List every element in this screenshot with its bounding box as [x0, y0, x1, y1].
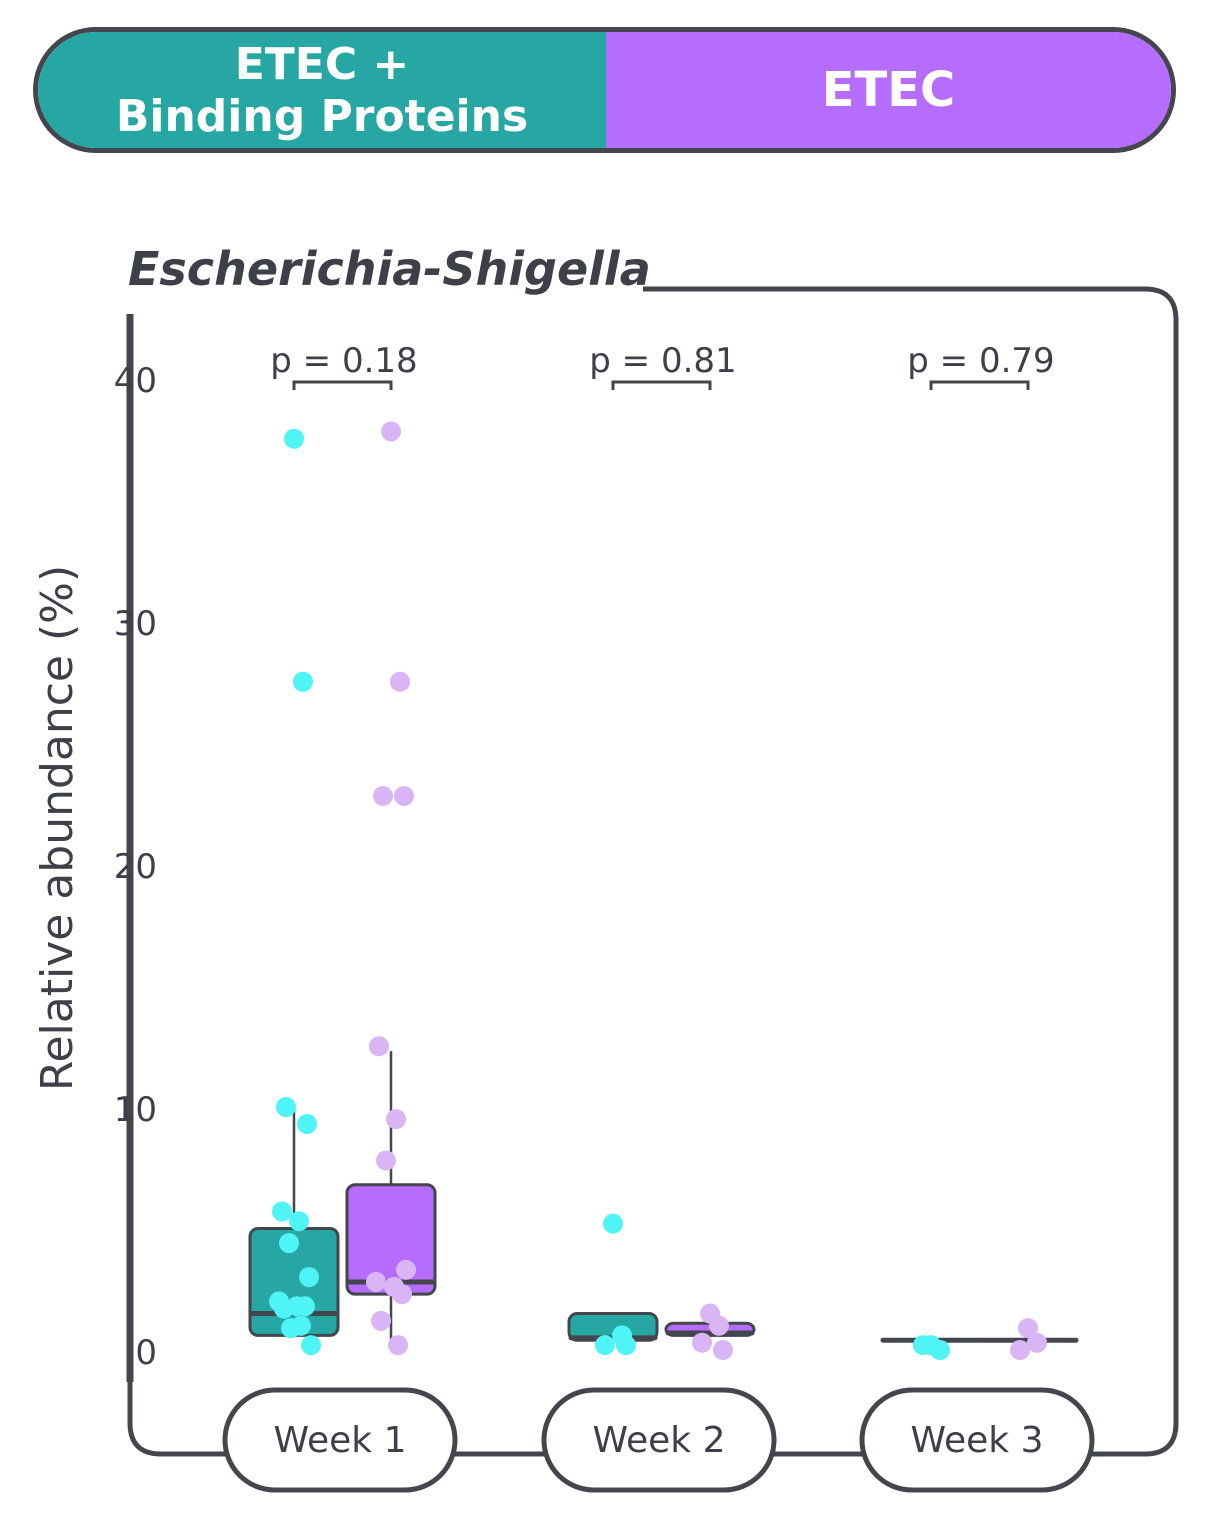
data-point	[297, 1114, 317, 1135]
x-tick-label: Week 3	[911, 1420, 1044, 1461]
data-point	[709, 1315, 729, 1336]
data-point	[713, 1340, 733, 1360]
x-category-pill	[859, 1387, 1095, 1493]
data-point	[392, 1284, 412, 1305]
data-point	[301, 1335, 321, 1356]
data-point	[692, 1332, 712, 1353]
data-point	[373, 785, 393, 806]
legend-label-line-1: ETEC +	[234, 39, 410, 90]
data-point	[386, 1109, 406, 1130]
x-tick-label: Week 2	[593, 1420, 726, 1461]
p-value-label: p = 0.18	[270, 341, 417, 381]
x-category-pill	[222, 1387, 458, 1493]
data-point	[381, 421, 401, 442]
data-point	[295, 1296, 315, 1317]
p-value-bracket	[929, 380, 1030, 390]
p-value-bracket	[292, 380, 393, 390]
data-point	[284, 428, 304, 449]
p-value-annotations: p = 0.18 p = 0.81 p = 0.79	[270, 341, 1055, 390]
data-point	[371, 1310, 391, 1331]
data-points	[269, 421, 1047, 1360]
y-axis-label: Relative abundance (%)	[32, 565, 83, 1091]
legend-item-etec: ETEC	[606, 32, 1171, 148]
y-tick-label: 0	[135, 1333, 157, 1373]
legend-label-line-2: Binding Proteins	[115, 91, 529, 142]
data-point	[388, 1335, 408, 1356]
data-point	[1018, 1318, 1038, 1339]
y-axis: 0 10 20 30 40	[114, 314, 157, 1382]
y-tick-label: 40	[114, 361, 157, 401]
data-point	[1010, 1340, 1030, 1360]
legend-label: ETEC	[821, 62, 956, 118]
plot-frame	[127, 286, 1179, 1457]
data-point	[913, 1335, 933, 1356]
data-point	[366, 1271, 386, 1292]
x-category-pill	[541, 1387, 777, 1493]
data-point	[299, 1267, 319, 1288]
y-tick-label: 20	[114, 847, 157, 887]
data-point	[1027, 1332, 1047, 1353]
data-point	[274, 1298, 294, 1319]
chart-title: Escherichia-Shigella	[128, 242, 651, 296]
data-point	[281, 1318, 301, 1339]
x-axis-categories: Week 1 Week 2 Week 3	[222, 1387, 1095, 1493]
data-point	[603, 1213, 623, 1234]
x-tick-label: Week 1	[274, 1420, 407, 1461]
plot-frame-border	[127, 286, 1179, 1457]
data-point	[396, 1259, 416, 1280]
legend-item-etec-binding-proteins: ETEC + Binding Proteins	[38, 32, 606, 148]
data-point	[289, 1211, 309, 1232]
y-tick-label: 10	[114, 1090, 157, 1130]
data-point	[272, 1201, 292, 1222]
data-point	[293, 671, 313, 692]
data-point	[390, 671, 410, 692]
data-point	[376, 1150, 396, 1171]
legend: ETEC + Binding Proteins ETEC	[33, 27, 1176, 153]
data-point	[369, 1036, 389, 1057]
p-value-bracket	[611, 380, 712, 390]
data-point	[930, 1340, 950, 1360]
data-point	[279, 1233, 299, 1254]
data-point	[394, 785, 414, 806]
data-point	[616, 1335, 636, 1356]
data-point	[595, 1335, 615, 1356]
data-point	[276, 1097, 296, 1117]
p-value-label: p = 0.81	[589, 341, 736, 381]
box-plots	[248, 1051, 1079, 1343]
y-tick-label: 30	[114, 604, 157, 644]
p-value-label: p = 0.79	[907, 341, 1054, 381]
